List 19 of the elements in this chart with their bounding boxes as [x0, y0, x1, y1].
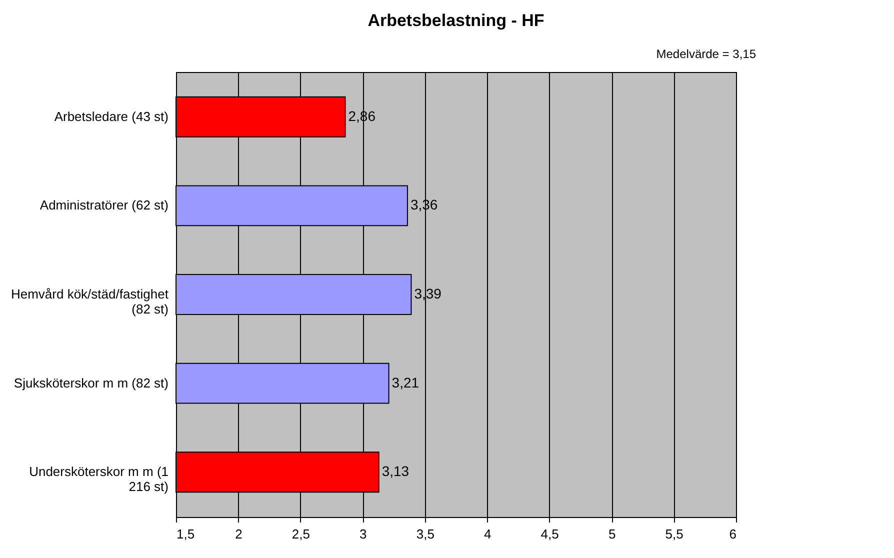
x-tick-label: 5	[608, 526, 616, 542]
chart-title: Arbetsbelastning - HF	[368, 11, 544, 30]
x-tick-label: 1,5	[176, 526, 195, 542]
x-tick-label: 2,5	[292, 526, 310, 542]
y-tick-label: Undersköterskor m m (1 216 st)	[29, 464, 168, 494]
text: Medelvärde = 3,15	[656, 47, 756, 61]
y-tick-label: Hemvård kök/städ/fastighet (82 st)	[10, 286, 169, 316]
data-label: 3,13	[382, 463, 410, 480]
y-tick-label: Administratörer (62 st)	[40, 198, 168, 213]
x-tick-label: 4	[484, 526, 492, 542]
y-tick-label: Sjuksköterskor m m (82 st)	[14, 375, 168, 390]
data-label: 3,21	[392, 374, 420, 390]
x-tick-label: 5,5	[665, 526, 684, 542]
x-tick-label: 3	[360, 526, 367, 542]
x-tick-label: 6	[729, 526, 736, 542]
x-tick-label: 2	[235, 526, 242, 542]
x-tick-label: 4,5	[540, 526, 559, 542]
x-tick-label: 3,5	[416, 526, 434, 542]
y-tick-label: Arbetsledare (43 st)	[54, 108, 168, 124]
